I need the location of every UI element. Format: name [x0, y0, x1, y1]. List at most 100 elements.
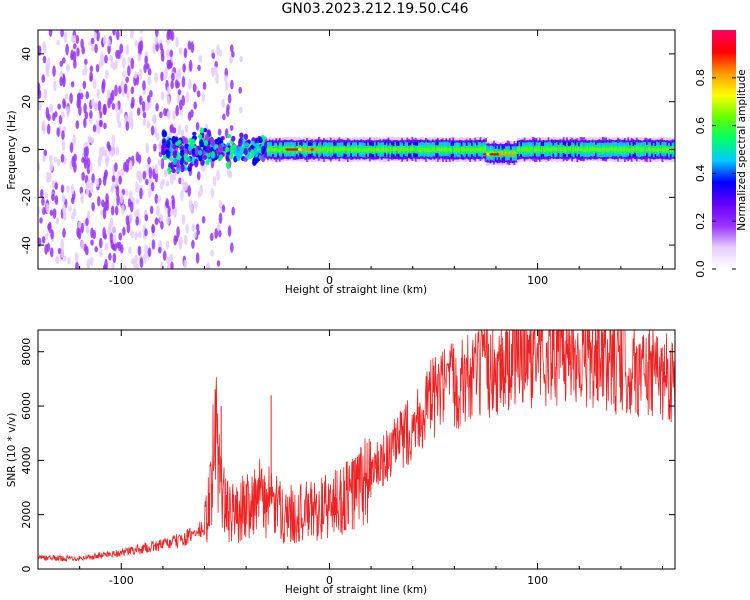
heatmap-cell: [367, 147, 370, 152]
heatmap-cell: [170, 173, 174, 185]
heatmap-cell: [540, 147, 543, 152]
heatmap-cell: [188, 59, 193, 72]
heatmap-cell: [130, 86, 135, 95]
heatmap-cell: [212, 175, 217, 187]
heatmap-cell: [103, 122, 107, 130]
heatmap-cell: [343, 147, 346, 151]
heatmap-cell: [578, 147, 581, 151]
heatmap-cell: [96, 30, 100, 42]
heatmap-cell: [139, 30, 144, 34]
heatmap-cell: [629, 148, 632, 152]
heatmap-cell: [38, 101, 42, 111]
heatmap-cell: [150, 181, 155, 192]
heatmap-cell: [116, 111, 121, 124]
heatmap-cell: [544, 148, 547, 152]
spectrogram-y-tick-label: 0: [20, 146, 33, 153]
spectrogram-y-tick-label: 40: [20, 47, 33, 61]
heatmap-cell: [169, 147, 174, 153]
heatmap-cell: [569, 147, 572, 151]
heatmap-cell: [57, 247, 62, 255]
heatmap-cell: [651, 147, 654, 152]
heatmap-cell: [673, 147, 675, 151]
heatmap-cell: [384, 148, 387, 152]
heatmap-cell: [122, 264, 127, 269]
heatmap-cell: [135, 186, 139, 193]
heatmap-cell: [646, 147, 649, 151]
heatmap-cell: [380, 147, 384, 152]
heatmap-cell: [481, 147, 484, 151]
heatmap-cell: [102, 103, 107, 116]
heatmap-cell: [166, 263, 171, 269]
heatmap-cell: [595, 147, 598, 152]
heatmap-cell: [194, 158, 199, 168]
heatmap-cell: [152, 42, 156, 55]
heatmap-cell: [399, 148, 402, 152]
heatmap-cell: [453, 148, 457, 152]
heatmap-cell: [226, 134, 232, 139]
heatmap-cell: [164, 148, 170, 155]
heatmap-cell: [163, 169, 168, 177]
heatmap-cell: [137, 154, 142, 164]
colorbar-tick-label: 0.4: [694, 165, 707, 183]
heatmap-cell: [60, 184, 65, 194]
heatmap-cell: [49, 160, 54, 172]
heatmap-cell: [165, 198, 170, 209]
heatmap-cell: [155, 30, 159, 37]
heatmap-cell: [141, 100, 146, 113]
heatmap-cell: [94, 246, 99, 253]
heatmap-cell: [201, 164, 206, 173]
heatmap-cell: [167, 30, 171, 36]
heatmap-cell: [610, 147, 613, 151]
heatmap-cell: [96, 111, 100, 121]
heatmap-cell: [493, 151, 496, 155]
heatmap-cell: [260, 145, 266, 155]
heatmap-cell: [472, 147, 475, 152]
heatmap-cell: [196, 229, 200, 236]
heatmap-cell: [95, 123, 99, 133]
heatmap-cell: [523, 147, 526, 151]
heatmap-cell: [632, 147, 635, 152]
heatmap-cell: [326, 148, 329, 152]
heatmap-cell: [150, 125, 155, 136]
heatmap-cell: [652, 148, 656, 152]
heatmap-cell: [663, 147, 666, 152]
heatmap-cell: [205, 148, 211, 154]
heatmap-cell: [115, 185, 120, 197]
heatmap-cell: [69, 92, 73, 104]
heatmap-cell: [642, 147, 645, 151]
heatmap-cell: [98, 59, 103, 68]
heatmap-cell: [360, 147, 363, 151]
heatmap-cell: [98, 119, 103, 128]
heatmap-cell: [239, 132, 244, 139]
heatmap-cell: [188, 163, 193, 169]
heatmap-cell: [572, 147, 576, 152]
heatmap-cell: [126, 91, 130, 100]
heatmap-cell: [193, 101, 197, 110]
heatmap-cell: [221, 98, 226, 108]
heatmap-cell: [423, 148, 426, 152]
heatmap-cell: [127, 56, 132, 64]
heatmap-cell: [450, 148, 453, 152]
heatmap-cell: [491, 151, 494, 155]
heatmap-cell: [70, 49, 74, 60]
heatmap-cell: [149, 90, 153, 98]
heatmap-cell: [90, 239, 94, 246]
heatmap-cell: [329, 147, 333, 152]
heatmap-cell: [77, 221, 82, 229]
snr-x-tick-label: 100: [527, 574, 548, 587]
heatmap-cell: [411, 147, 414, 152]
heatmap-cell: [53, 80, 57, 92]
heatmap-cell: [166, 110, 171, 120]
heatmap-cell: [91, 201, 95, 211]
heatmap-cell: [183, 234, 188, 246]
heatmap-cell: [202, 127, 208, 133]
heatmap-cell: [428, 148, 431, 152]
snr-y-tick-label: 6000: [20, 392, 33, 420]
heatmap-cell: [567, 147, 571, 151]
heatmap-cell: [46, 242, 51, 252]
heatmap-cell: [402, 147, 406, 152]
heatmap-cell: [238, 146, 243, 152]
heatmap-cell: [76, 226, 80, 238]
heatmap-cell: [130, 57, 135, 70]
heatmap-cell: [93, 32, 98, 39]
